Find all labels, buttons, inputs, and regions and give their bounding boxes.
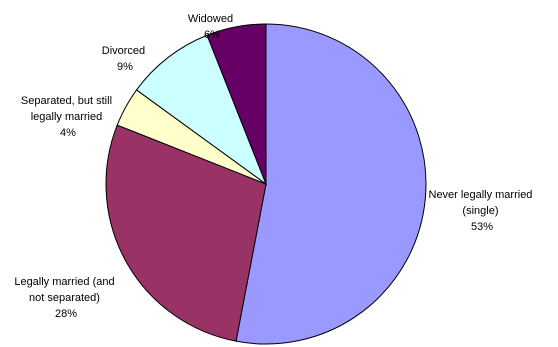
pie-slice-married bbox=[105, 124, 267, 342]
slice-label-married: Legally married (and not separated) 28% bbox=[14, 276, 117, 320]
pie-slice-single bbox=[235, 23, 427, 345]
slice-label-single-line2: (single) bbox=[462, 205, 498, 217]
slice-label-single-line1: Never legally married bbox=[429, 189, 533, 201]
slice-label-separated: Separated, but still legally married 4% bbox=[21, 95, 115, 139]
pie-slices bbox=[105, 23, 427, 345]
slice-label-married-line1: Legally married (and bbox=[14, 276, 114, 288]
slice-value-separated: 4% bbox=[60, 127, 76, 139]
slice-label-separated-line1: Separated, but still bbox=[21, 95, 112, 107]
slice-value-divorced: 9% bbox=[117, 61, 133, 73]
slice-label-widowed-line1: Widowed bbox=[188, 13, 233, 25]
slice-label-single: Never legally married (single) 53% bbox=[429, 189, 536, 233]
slice-label-separated-line2: legally married bbox=[31, 111, 103, 123]
pie-slice-divorced bbox=[135, 34, 268, 186]
slice-label-widowed: Widowed 6% bbox=[188, 13, 236, 41]
slice-value-widowed: 6% bbox=[204, 29, 220, 41]
slice-label-divorced: Divorced 9% bbox=[102, 45, 148, 73]
slice-value-married: 28% bbox=[55, 308, 77, 320]
slice-label-divorced-line1: Divorced bbox=[102, 45, 145, 57]
slice-label-married-line2: not separated) bbox=[29, 292, 100, 304]
pie-slice-widowed bbox=[206, 23, 267, 185]
slice-value-single: 53% bbox=[471, 221, 493, 233]
